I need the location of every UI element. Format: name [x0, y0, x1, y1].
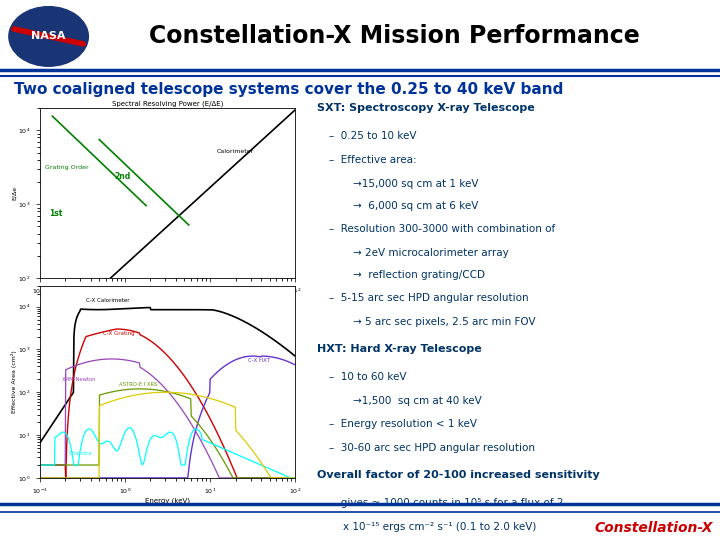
Text: 1st: 1st	[49, 208, 63, 218]
Text: –  gives ~ 1000 counts in 10⁵ s for a flux of 2: – gives ~ 1000 counts in 10⁵ s for a flu…	[329, 498, 563, 508]
Text: NASA: NASA	[32, 31, 66, 42]
Text: Calorimeter: Calorimeter	[217, 148, 254, 153]
Text: Chandra: Chandra	[69, 450, 92, 456]
Text: –  5-15 arc sec HPD angular resolution: – 5-15 arc sec HPD angular resolution	[329, 293, 528, 303]
Text: Grating Order: Grating Order	[45, 165, 89, 170]
Text: →  6,000 sq cm at 6 keV: → 6,000 sq cm at 6 keV	[353, 201, 478, 212]
Text: Constellation-X Mission Performance: Constellation-X Mission Performance	[149, 24, 640, 49]
Text: –  Resolution 300-3000 with combination of: – Resolution 300-3000 with combination o…	[329, 224, 555, 234]
Text: →15,000 sq cm at 1 keV: →15,000 sq cm at 1 keV	[353, 179, 478, 189]
X-axis label: Energy (keV): Energy (keV)	[145, 498, 190, 504]
Text: C-X HXT: C-X HXT	[248, 359, 270, 363]
Text: –  Energy resolution < 1 keV: – Energy resolution < 1 keV	[329, 419, 477, 429]
Y-axis label: Effective Area (cm²): Effective Area (cm²)	[11, 350, 17, 414]
Text: →  reflection grating/CCD: → reflection grating/CCD	[353, 271, 485, 280]
Text: C-X Calorimeter: C-X Calorimeter	[86, 298, 130, 303]
Text: –  30-60 arc sec HPD angular resolution: – 30-60 arc sec HPD angular resolution	[329, 443, 535, 453]
Text: HXT: Hard X-ray Telescope: HXT: Hard X-ray Telescope	[317, 344, 482, 354]
Text: XMM-Newton: XMM-Newton	[61, 377, 96, 382]
Text: –  0.25 to 10 keV: – 0.25 to 10 keV	[329, 131, 416, 141]
Text: → 5 arc sec pixels, 2.5 arc min FOV: → 5 arc sec pixels, 2.5 arc min FOV	[353, 317, 536, 327]
Text: C-X Grating: C-X Grating	[103, 331, 135, 336]
Text: →1,500  sq cm at 40 keV: →1,500 sq cm at 40 keV	[353, 396, 482, 406]
Text: ASTRO-E I XRS: ASTRO-E I XRS	[119, 382, 157, 387]
Circle shape	[9, 6, 89, 66]
Title: Spectral Resolving Power (E/ΔE): Spectral Resolving Power (E/ΔE)	[112, 100, 223, 107]
Text: Two coaligned telescope systems cover the 0.25 to 40 keV band: Two coaligned telescope systems cover th…	[14, 82, 564, 97]
Text: Constellation-X: Constellation-X	[594, 521, 713, 535]
Text: → 2eV microcalorimeter array: → 2eV microcalorimeter array	[353, 248, 508, 258]
Text: x 10⁻¹⁵ ergs cm⁻² s⁻¹ (0.1 to 2.0 keV): x 10⁻¹⁵ ergs cm⁻² s⁻¹ (0.1 to 2.0 keV)	[343, 522, 536, 532]
Text: SXT: Spectroscopy X-ray Telescope: SXT: Spectroscopy X-ray Telescope	[317, 103, 534, 113]
Text: –  10 to 60 keV: – 10 to 60 keV	[329, 373, 406, 382]
Y-axis label: E/Δe: E/Δe	[12, 186, 17, 200]
Text: 2nd: 2nd	[114, 172, 130, 181]
Text: Overall factor of 20-100 increased sensitivity: Overall factor of 20-100 increased sensi…	[317, 470, 600, 480]
Text: –  Effective area:: – Effective area:	[329, 155, 416, 165]
